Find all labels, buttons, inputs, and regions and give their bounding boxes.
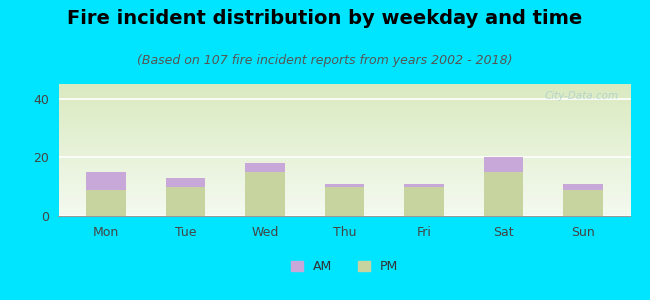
Bar [245,163,285,172]
Bar [86,172,126,190]
Bar [484,157,523,172]
Bar [324,184,365,187]
Legend: AM, PM: AM, PM [286,255,403,278]
Bar [166,187,205,216]
Bar [484,172,523,216]
Bar [166,178,205,187]
Bar [245,172,285,216]
Bar [563,184,603,190]
Bar [404,187,444,216]
Text: City-Data.com: City-Data.com [545,91,619,100]
Text: Fire incident distribution by weekday and time: Fire incident distribution by weekday an… [68,9,582,28]
Text: (Based on 107 fire incident reports from years 2002 - 2018): (Based on 107 fire incident reports from… [137,54,513,67]
Bar [404,184,444,187]
Bar [86,190,126,216]
Bar [563,190,603,216]
Bar [324,187,365,216]
